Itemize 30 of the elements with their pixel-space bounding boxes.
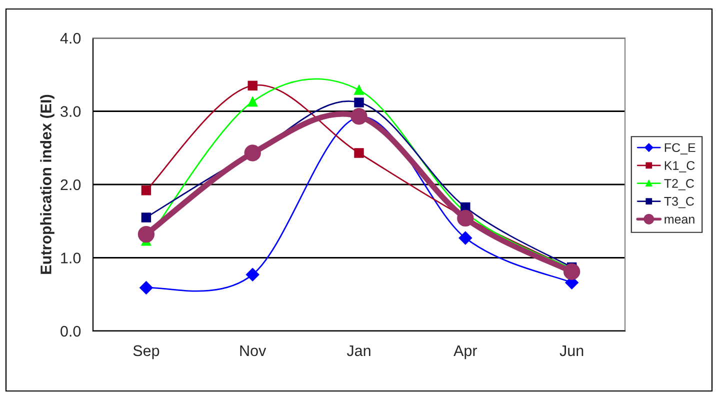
legend-label: mean (664, 216, 694, 224)
y-axis-title: Eutrophication index (EI) (40, 94, 54, 274)
point (140, 281, 153, 294)
point (138, 226, 155, 243)
x-tick-label: Jan (346, 345, 370, 356)
x-tick-label: Apr (454, 345, 478, 360)
point (141, 186, 152, 196)
x-tick-label: Sep (133, 345, 160, 360)
point (354, 98, 364, 108)
legend-label: T2_C (664, 179, 694, 190)
point (458, 231, 472, 245)
point (457, 210, 474, 227)
legend-label: K1_C (664, 161, 695, 172)
point (248, 96, 258, 107)
y-tick-label: 4.0 (60, 32, 81, 44)
point (354, 148, 364, 158)
point (246, 268, 260, 282)
point (244, 144, 261, 162)
y-tick-label: 0.0 (60, 326, 81, 337)
point (248, 80, 258, 90)
x-tick-label: Nov (240, 345, 266, 356)
point (354, 85, 364, 95)
legend-label: FC_E (664, 143, 696, 154)
point (141, 212, 152, 222)
point (563, 263, 580, 280)
y-tick-label: 2.0 (60, 179, 81, 190)
y-tick-label: 1.0 (61, 252, 81, 264)
legend-label: T3_C (664, 196, 694, 208)
y-tick-label: 3.0 (60, 106, 81, 117)
x-tick-label: Jun (560, 345, 584, 356)
